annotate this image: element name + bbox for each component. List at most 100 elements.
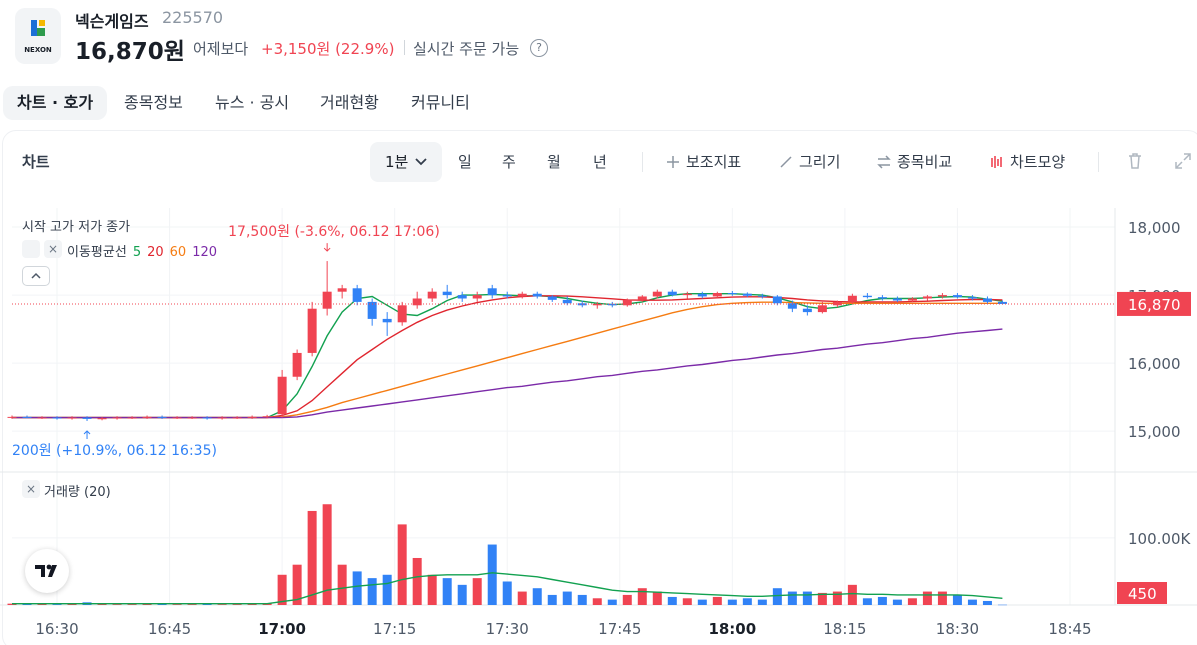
- x-tick-label: 17:15: [373, 620, 416, 638]
- ohlc-legend: 시작 고가 저가 종가: [22, 220, 131, 235]
- candle-body: [382, 318, 392, 323]
- candle-body: [82, 417, 92, 419]
- volume-bar: [277, 574, 287, 605]
- period[interactable]: 년: [593, 153, 607, 171]
- volume-bar: [442, 578, 452, 605]
- candle-body: [37, 417, 47, 419]
- volume-bar: [472, 578, 482, 605]
- candle-body: [487, 288, 497, 296]
- candle-body: [907, 298, 917, 301]
- candle-body: [217, 417, 227, 419]
- volume-bar: [52, 604, 62, 605]
- interval-button[interactable]: 1분: [370, 142, 442, 182]
- tab[interactable]: 커뮤니티: [411, 93, 470, 112]
- candle-body: [127, 417, 137, 419]
- candle-body: [817, 305, 827, 313]
- collapse-button[interactable]: [22, 266, 50, 286]
- volume-bar: [22, 603, 32, 605]
- candle-body: [172, 417, 182, 419]
- candle-body: [997, 301, 1007, 304]
- x-tick-label: 18:00: [708, 620, 756, 638]
- volume-bar: [772, 588, 782, 605]
- candle-body: [112, 417, 122, 419]
- tradingview-logo[interactable]: [25, 549, 69, 593]
- x-tick-label: 18:45: [1048, 620, 1091, 638]
- candle-body: [352, 288, 362, 302]
- tool-icon: [780, 156, 792, 168]
- candle-body: [802, 308, 812, 313]
- tool[interactable]: 차트모양: [1010, 153, 1066, 171]
- candle-body: [442, 291, 452, 296]
- stock-code: 225570: [162, 8, 224, 27]
- x-tick-label: 16:30: [35, 620, 78, 638]
- period[interactable]: 일: [458, 153, 472, 171]
- divider: [404, 40, 405, 55]
- volume-bar: [922, 591, 932, 605]
- close-icon[interactable]: ×: [44, 240, 62, 258]
- candle-body: [397, 305, 407, 323]
- candle-body: [472, 295, 482, 299]
- candle-body: [277, 376, 287, 415]
- candle-body: [862, 295, 872, 298]
- y-tick-label: 18,000: [1128, 219, 1181, 237]
- volume-bar: [427, 574, 437, 605]
- candle-body: [517, 293, 527, 297]
- help-icon[interactable]: ?: [530, 39, 548, 57]
- volume-bar: [802, 591, 812, 605]
- volume-ma-line: [12, 572, 1003, 605]
- volume-bar: [502, 581, 512, 605]
- candle-body: [937, 295, 947, 297]
- candle-body: [757, 295, 767, 297]
- candle-body: [727, 293, 737, 295]
- change: +3,150원 (22.9%): [261, 40, 395, 58]
- candle-body: [622, 299, 632, 306]
- tab[interactable]: 차트 · 호가: [3, 86, 108, 120]
- tab[interactable]: 종목정보: [124, 93, 183, 112]
- volume-bar: [712, 596, 722, 605]
- volume-bar: [352, 571, 362, 605]
- candle-body: [847, 295, 857, 302]
- current-volume-label: 450: [1128, 585, 1157, 603]
- grid: [12, 208, 1115, 605]
- candle-body: [142, 416, 152, 418]
- tab[interactable]: 거래현황: [320, 93, 379, 112]
- candle-body: [532, 293, 542, 297]
- volume-bar: [607, 599, 617, 605]
- period[interactable]: 월: [547, 153, 561, 171]
- expand-icon[interactable]: [1174, 152, 1192, 170]
- trash-icon[interactable]: [1126, 151, 1144, 171]
- candle-body: [742, 293, 752, 296]
- volume-bar: [322, 504, 332, 605]
- period[interactable]: 주: [502, 153, 516, 171]
- volume-bar: [457, 584, 467, 605]
- eye-icon[interactable]: [22, 240, 40, 258]
- y-tick-label: 100.00K: [1128, 530, 1191, 548]
- candle-body: [187, 417, 197, 419]
- x-tick-label: 18:15: [823, 620, 866, 638]
- candle-body: [157, 416, 167, 418]
- ma-legend-item: 120: [192, 245, 218, 260]
- tool[interactable]: 보조지표: [686, 153, 742, 171]
- candle-body: [877, 297, 887, 299]
- x-tick-label: 18:30: [936, 620, 979, 638]
- tool[interactable]: 그리기: [799, 153, 841, 171]
- candle-body: [262, 416, 272, 418]
- tool[interactable]: 종목비교: [897, 153, 953, 171]
- tool-icon: [667, 156, 679, 168]
- x-tick-label: 17:30: [486, 620, 529, 638]
- close-icon[interactable]: ×: [22, 480, 40, 498]
- x-tick-label: 17:45: [598, 620, 641, 638]
- volume-bar: [847, 584, 857, 605]
- candle-body: [967, 297, 977, 299]
- tool-icon: [877, 155, 891, 169]
- tab[interactable]: 뉴스 · 공시: [215, 93, 290, 112]
- volume-bar: [862, 598, 872, 605]
- tool-icon: [991, 156, 1002, 168]
- x-tick-label: 17:00: [258, 620, 306, 638]
- volume-bar: [742, 598, 752, 605]
- volume-bar: [682, 598, 692, 605]
- annotation-arrow: [83, 430, 91, 439]
- candle-body: [952, 295, 962, 298]
- low-annotation: 200원 (+10.9%, 06.12 16:35): [12, 443, 217, 459]
